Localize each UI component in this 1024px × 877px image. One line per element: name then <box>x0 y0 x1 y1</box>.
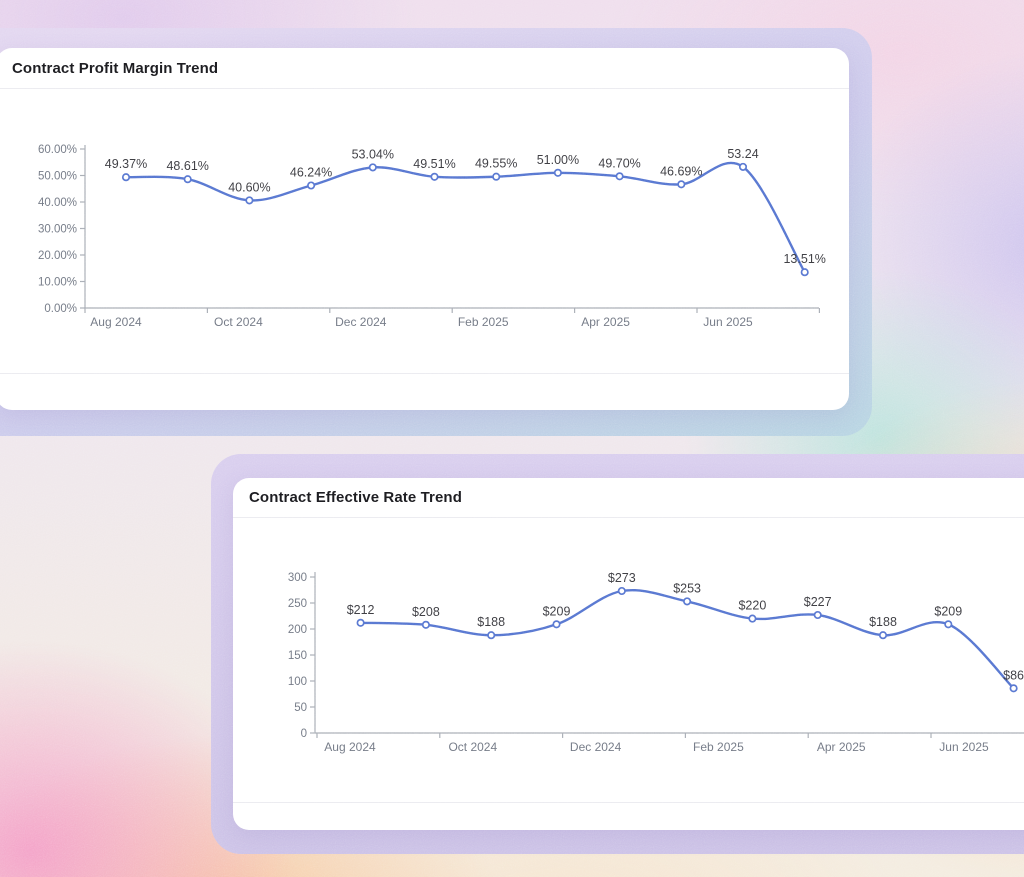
y-axis-label: 60.00% <box>38 144 77 156</box>
data-point[interactable] <box>615 172 624 181</box>
y-axis-label: 200 <box>288 624 307 636</box>
data-point[interactable] <box>617 586 626 596</box>
y-axis-label: 0 <box>301 728 307 740</box>
effective-rate-card: Contract Effective Rate Trend 0 50 100 150 2… <box>233 478 1024 830</box>
y-axis-label: 50 <box>294 702 307 714</box>
y-axis-label: 10.00% <box>38 277 77 289</box>
data-point[interactable] <box>307 181 316 190</box>
card-header: Contract Profit Margin Trend <box>0 48 849 88</box>
y-axis-label: 150 <box>288 650 307 662</box>
data-point[interactable] <box>356 618 365 627</box>
data-point[interactable] <box>368 163 377 172</box>
y-axis-label: 50.00% <box>38 171 77 183</box>
data-point[interactable] <box>878 631 888 640</box>
x-axis-label: Apr 2025 <box>817 740 866 754</box>
y-axis-label: 30.00% <box>38 224 77 236</box>
y-axis-label: 40.00% <box>38 197 77 209</box>
data-point[interactable] <box>245 196 254 205</box>
data-label: $212 <box>347 603 375 617</box>
data-label: $220 <box>738 599 766 613</box>
data-label: $208 <box>412 605 440 619</box>
effective-rate-chart[interactable]: 0 50 100 150 200 250 300 Aug 2024 Oct 2024 Dec 20… <box>233 518 1024 802</box>
x-axis-label: Oct 2024 <box>214 315 263 329</box>
x-axis-label: Jun 2025 <box>939 740 989 754</box>
y-axis-label: 300 <box>288 572 307 584</box>
data-point[interactable] <box>944 620 953 629</box>
data-label: $273 <box>608 571 636 585</box>
x-axis-label: Dec 2024 <box>335 315 387 329</box>
y-axis-label: 100 <box>288 676 307 688</box>
x-axis-label: Apr 2025 <box>581 315 630 329</box>
x-axis-label: Feb 2025 <box>693 740 744 754</box>
data-point[interactable] <box>552 620 561 629</box>
data-point[interactable] <box>121 173 131 182</box>
x-axis-label: Aug 2024 <box>324 740 376 754</box>
data-label: $253 <box>673 581 701 595</box>
data-label: 49.70% <box>598 156 640 170</box>
x-axis-label: Aug 2024 <box>90 315 142 329</box>
x-axis-label: Oct 2024 <box>448 740 497 754</box>
data-label: 48.61% <box>166 159 208 173</box>
data-label: $86 <box>1003 668 1024 682</box>
data-point[interactable] <box>487 631 496 640</box>
data-point[interactable] <box>421 620 430 629</box>
data-label: 46.69% <box>660 164 702 178</box>
x-axis-label: Feb 2025 <box>458 315 509 329</box>
data-point[interactable] <box>430 172 439 181</box>
x-axis-label: Dec 2024 <box>570 740 622 754</box>
data-point[interactable] <box>738 162 748 171</box>
data-point[interactable] <box>492 172 501 181</box>
card-header: Contract Effective Rate Trend <box>233 478 1024 517</box>
data-label: $209 <box>543 604 571 618</box>
data-label: 49.51% <box>413 157 455 171</box>
data-label: $188 <box>869 615 897 629</box>
data-point[interactable] <box>813 610 822 620</box>
data-point[interactable] <box>677 180 686 189</box>
data-point[interactable] <box>800 268 809 277</box>
data-label: $227 <box>804 595 832 609</box>
profit-margin-chart[interactable]: 0.00% 10.00% 20.00% 30.00% 40.00% 50.00% 60.00… <box>0 89 849 373</box>
card-title: Contract Profit Margin Trend <box>12 59 219 77</box>
x-axis-label: Jun 2025 <box>703 315 753 329</box>
y-axis-label: 250 <box>288 598 307 610</box>
data-point[interactable] <box>553 168 562 177</box>
data-point[interactable] <box>683 597 692 606</box>
y-axis-label: 20.00% <box>38 250 77 262</box>
trend-line <box>124 161 806 274</box>
data-point[interactable] <box>748 614 757 623</box>
data-label: $188 <box>477 615 505 629</box>
data-point[interactable] <box>1009 684 1018 693</box>
data-label: 13.51% <box>783 252 825 266</box>
data-label: 49.55% <box>475 157 517 171</box>
data-label: $209 <box>934 604 962 618</box>
data-label: 53.04% <box>352 147 394 161</box>
data-label: 51.00% <box>537 153 579 167</box>
data-label: 46.24% <box>290 166 332 180</box>
data-point[interactable] <box>183 175 192 184</box>
data-label: 49.37% <box>105 157 147 171</box>
data-label: 40.60% <box>228 180 270 194</box>
card-footer <box>0 374 849 410</box>
y-axis-label: 0.00% <box>44 303 77 315</box>
card-title: Contract Effective Rate Trend <box>249 489 462 506</box>
profit-margin-card: Contract Profit Margin Trend 0.00% 10.00%… <box>0 48 849 410</box>
data-label: 53.24 <box>727 147 758 161</box>
card-footer <box>233 803 1024 830</box>
